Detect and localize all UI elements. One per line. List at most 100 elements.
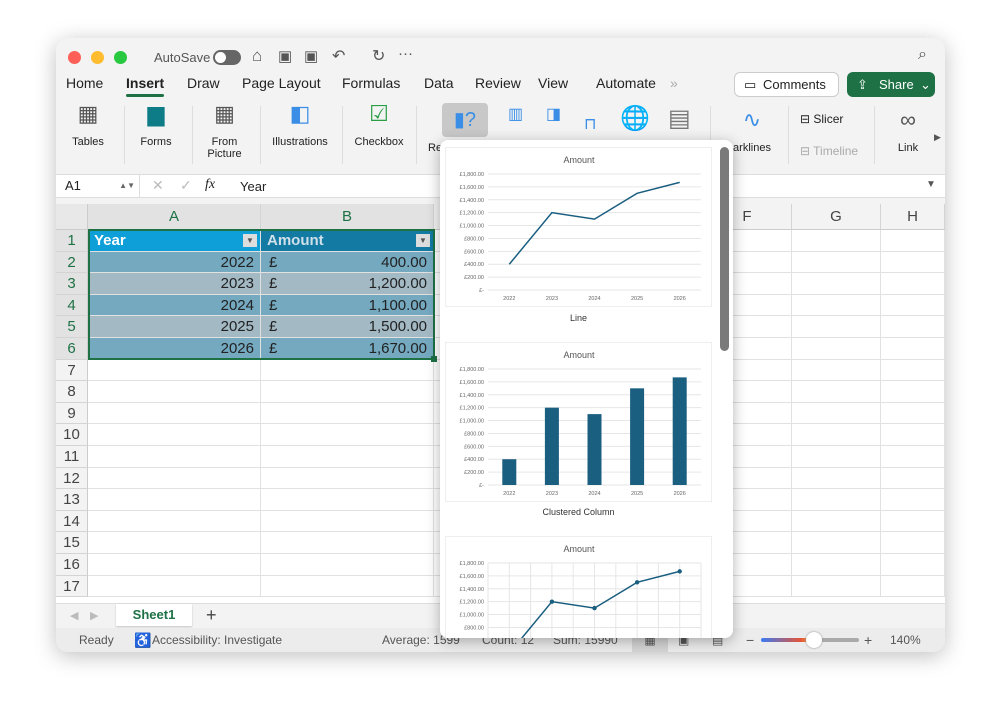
save-icon[interactable]: ▣ xyxy=(278,48,293,65)
select-all-button[interactable] xyxy=(56,204,88,230)
cancel-icon[interactable]: ✕ xyxy=(152,177,164,193)
cell-A14[interactable] xyxy=(88,510,261,533)
cell-A5[interactable]: 2025 xyxy=(88,316,261,338)
insert-function-button[interactable]: fx xyxy=(205,177,216,192)
recommended-charts-button[interactable]: ▮? xyxy=(442,103,488,137)
cell-B16[interactable] xyxy=(261,554,434,576)
cell-A15[interactable] xyxy=(88,532,261,554)
row-header-16[interactable]: 16 xyxy=(56,554,88,576)
cell-F6[interactable] xyxy=(703,338,792,360)
cell-G5[interactable] xyxy=(792,316,881,338)
chart-preview-scatter[interactable]: Amount£-£200.00£400.00£600.00£800.00£1,0… xyxy=(445,536,712,638)
tab-formulas[interactable]: Formulas xyxy=(342,75,401,91)
cell-A3[interactable]: 2023 xyxy=(88,273,261,295)
cell-A6[interactable]: 2026 xyxy=(88,338,261,360)
cell-B3[interactable]: £1,200.00 xyxy=(261,273,434,295)
cell-H10[interactable] xyxy=(881,424,945,446)
cell-F12[interactable] xyxy=(703,467,792,490)
zoom-slider[interactable] xyxy=(761,632,859,648)
row-header-12[interactable]: 12 xyxy=(56,467,88,490)
hierarchy-chart-icon[interactable]: ◨ xyxy=(546,106,562,123)
cell-F2[interactable] xyxy=(703,251,792,274)
cell-F5[interactable] xyxy=(703,316,792,338)
cell-B17[interactable] xyxy=(261,575,434,598)
cell-F3[interactable] xyxy=(703,273,792,295)
column-header-A[interactable]: A xyxy=(88,204,261,230)
row-header-2[interactable]: 2 xyxy=(56,251,88,274)
row-header-7[interactable]: 7 xyxy=(56,359,88,382)
cell-H12[interactable] xyxy=(881,467,945,490)
cell-G16[interactable] xyxy=(792,554,881,576)
sheet-tab-sheet1[interactable]: Sheet1 xyxy=(116,604,192,626)
filter-dropdown-button[interactable]: ▼ xyxy=(416,234,430,247)
cell-F9[interactable] xyxy=(703,402,792,425)
cell-B13[interactable] xyxy=(261,489,434,511)
cell-G1[interactable] xyxy=(792,230,881,252)
comments-button[interactable]: ▭ Comments xyxy=(734,72,839,97)
cell-G7[interactable] xyxy=(792,359,881,382)
add-sheet-button[interactable]: + xyxy=(206,605,217,625)
save-as-icon[interactable]: ▣ xyxy=(304,48,319,65)
cell-G12[interactable] xyxy=(792,467,881,490)
row-header-4[interactable]: 4 xyxy=(56,294,88,317)
cell-H16[interactable] xyxy=(881,554,945,576)
row-header-1[interactable]: 1 xyxy=(56,230,88,252)
home-icon[interactable]: ⌂ xyxy=(252,46,263,65)
zoom-in-button[interactable]: + xyxy=(864,632,873,648)
zoom-slider-thumb[interactable] xyxy=(806,632,822,648)
cell-H9[interactable] xyxy=(881,402,945,425)
search-icon[interactable]: ⌕ xyxy=(918,46,927,63)
page-break-view-icon[interactable]: ▤ xyxy=(712,633,724,647)
cell-A1[interactable]: Year ▼ xyxy=(88,230,261,252)
cell-G2[interactable] xyxy=(792,251,881,274)
cell-F10[interactable] xyxy=(703,424,792,446)
filter-dropdown-button[interactable]: ▼ xyxy=(243,234,257,247)
enter-icon[interactable]: ✓ xyxy=(180,177,192,193)
row-header-11[interactable]: 11 xyxy=(56,446,88,468)
cell-G10[interactable] xyxy=(792,424,881,446)
cell-A11[interactable] xyxy=(88,446,261,468)
more-tabs-icon[interactable]: » xyxy=(670,75,678,91)
cell-G9[interactable] xyxy=(792,402,881,425)
expand-formula-icon[interactable]: ▼ xyxy=(926,179,936,190)
tab-page-layout[interactable]: Page Layout xyxy=(242,75,321,91)
cell-F14[interactable] xyxy=(703,510,792,533)
link-button[interactable]: ∞ Link xyxy=(888,104,928,154)
row-header-5[interactable]: 5 xyxy=(56,316,88,338)
popup-scrollbar[interactable] xyxy=(720,147,729,351)
share-button[interactable]: ⇪ Share ⌄ xyxy=(847,72,935,97)
cell-F13[interactable] xyxy=(703,489,792,511)
cell-H11[interactable] xyxy=(881,446,945,468)
ribbon-scroll-right-icon[interactable]: ▶ xyxy=(934,132,941,142)
column-header-G[interactable]: G xyxy=(792,204,881,230)
cell-B10[interactable] xyxy=(261,424,434,446)
row-header-6[interactable]: 6 xyxy=(56,338,88,360)
zoom-out-button[interactable]: − xyxy=(746,632,755,648)
redo-icon[interactable]: ↻ xyxy=(372,48,386,65)
cell-H8[interactable] xyxy=(881,381,945,403)
tab-automate[interactable]: Automate xyxy=(596,75,656,91)
tab-view[interactable]: View xyxy=(538,75,569,91)
cell-F15[interactable] xyxy=(703,532,792,554)
cell-H5[interactable] xyxy=(881,316,945,338)
illustrations-button[interactable]: ◧ Illustrations xyxy=(268,98,332,148)
cell-H6[interactable] xyxy=(881,338,945,360)
minimize-button[interactable] xyxy=(91,51,104,64)
from-picture-button[interactable]: ▦ From Picture xyxy=(202,98,247,160)
tab-insert[interactable]: Insert xyxy=(126,75,165,97)
undo-icon[interactable]: ↶ xyxy=(332,48,346,65)
close-button[interactable] xyxy=(68,51,81,64)
cell-G8[interactable] xyxy=(792,381,881,403)
cell-G13[interactable] xyxy=(792,489,881,511)
cell-G14[interactable] xyxy=(792,510,881,533)
cell-B11[interactable] xyxy=(261,446,434,468)
cell-F17[interactable] xyxy=(703,575,792,598)
cell-A16[interactable] xyxy=(88,554,261,576)
cell-B9[interactable] xyxy=(261,402,434,425)
tables-button[interactable]: ▦ Tables xyxy=(68,98,108,148)
cell-A9[interactable] xyxy=(88,402,261,425)
tab-draw[interactable]: Draw xyxy=(187,75,220,91)
cell-A13[interactable] xyxy=(88,489,261,511)
cell-F16[interactable] xyxy=(703,554,792,576)
cell-H2[interactable] xyxy=(881,251,945,274)
